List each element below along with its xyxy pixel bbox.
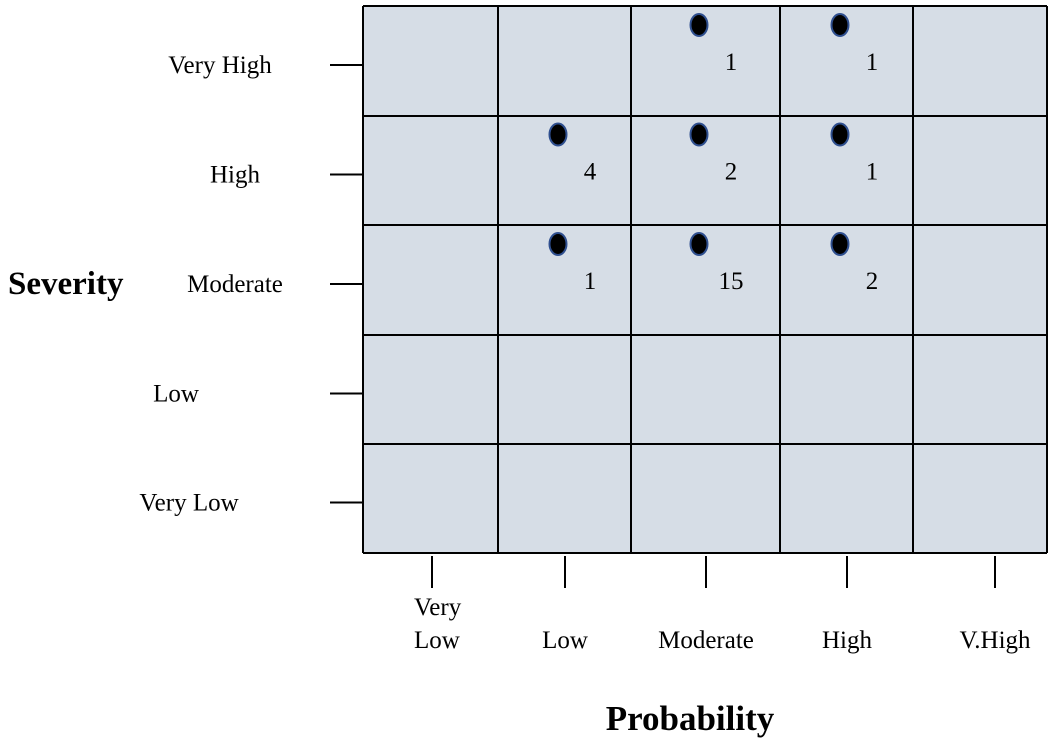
cell-low-v-high	[913, 335, 1047, 444]
cell-low-moderate	[631, 335, 780, 444]
y-tick-label-moderate: Moderate	[187, 271, 283, 298]
cell-high-very-low	[363, 116, 498, 225]
cell-moderate-very-low	[363, 225, 498, 335]
cell-low-low	[498, 335, 631, 444]
point-count-very-high-moderate: 1	[725, 49, 738, 76]
cell-very-low-very-low	[363, 444, 498, 553]
cell-very-high-very-low	[363, 6, 498, 116]
cell-very-low-high	[780, 444, 913, 553]
point-count-very-high-high: 1	[866, 49, 879, 76]
x-tick-label-low: Low	[542, 627, 588, 654]
x-axis-title: Probability	[606, 699, 775, 738]
x-tick-label-high: High	[822, 627, 873, 654]
cell-very-low-moderate	[631, 444, 780, 553]
cell-very-high-v-high	[913, 6, 1047, 116]
point-moderate-high	[830, 232, 850, 256]
point-high-moderate	[689, 122, 709, 147]
y-tick-label-very-low: Very Low	[139, 490, 238, 517]
point-count-high-moderate: 2	[725, 159, 738, 186]
point-count-moderate-low: 1	[584, 268, 597, 295]
cell-very-low-low	[498, 444, 631, 553]
point-count-high-low: 4	[584, 159, 597, 186]
cell-low-very-low	[363, 335, 498, 444]
y-axis-title: Severity	[8, 266, 124, 302]
y-tick-labels: Very High High Moderate Low Very Low	[139, 52, 283, 517]
grid-lines	[362, 5, 1048, 554]
point-count-high-high: 1	[866, 159, 879, 186]
axis-ticks	[330, 64, 996, 588]
x-tick-labels: Very Low Low Moderate High V.High	[414, 594, 1031, 654]
cell-low-high	[780, 335, 913, 444]
point-moderate-moderate	[689, 232, 709, 256]
x-tick-label-moderate: Moderate	[658, 627, 754, 654]
cell-very-low-v-high	[913, 444, 1047, 553]
y-tick-label-low: Low	[153, 381, 199, 408]
cell-high-v-high	[913, 116, 1047, 225]
point-count-moderate-high: 2	[866, 268, 879, 295]
x-tick-label-very-low: Very Low	[414, 594, 462, 654]
point-count-moderate-moderate: 15	[719, 268, 744, 295]
cell-moderate-v-high	[913, 225, 1047, 335]
point-high-high	[830, 122, 850, 147]
cell-very-high-low	[498, 6, 631, 116]
point-very-high-moderate	[689, 13, 709, 37]
grid-cells	[363, 6, 1047, 553]
x-tick-label-v-high: V.High	[959, 627, 1031, 654]
data-points: 1 1 4 2 1 1 15 2	[548, 13, 879, 295]
y-tick-label-very-high: Very High	[168, 52, 272, 79]
point-high-low	[548, 122, 568, 147]
point-moderate-low	[548, 232, 568, 256]
y-tick-label-high: High	[210, 162, 261, 189]
point-very-high-high	[830, 13, 850, 37]
